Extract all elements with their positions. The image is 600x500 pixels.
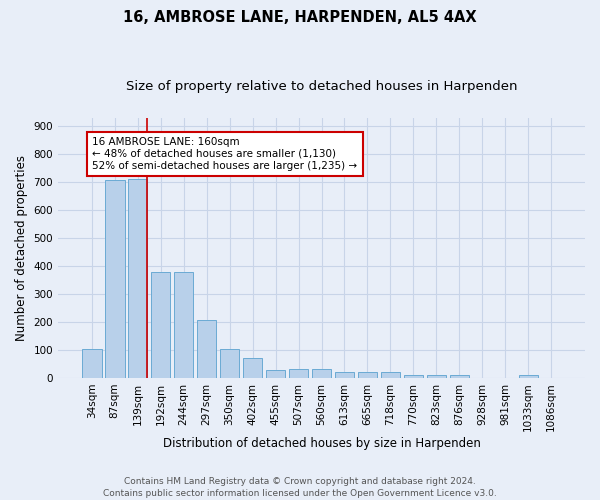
- Bar: [427, 375, 446, 378]
- Text: Contains HM Land Registry data © Crown copyright and database right 2024.
Contai: Contains HM Land Registry data © Crown c…: [103, 476, 497, 498]
- Bar: [312, 369, 331, 378]
- Bar: [128, 179, 148, 378]
- Bar: [404, 375, 423, 378]
- Bar: [266, 370, 286, 378]
- Bar: [518, 375, 538, 378]
- Text: 16 AMBROSE LANE: 160sqm
← 48% of detached houses are smaller (1,130)
52% of semi: 16 AMBROSE LANE: 160sqm ← 48% of detache…: [92, 138, 358, 170]
- Bar: [220, 350, 239, 378]
- Bar: [243, 358, 262, 378]
- X-axis label: Distribution of detached houses by size in Harpenden: Distribution of detached houses by size …: [163, 437, 481, 450]
- Bar: [174, 272, 193, 378]
- Bar: [358, 372, 377, 378]
- Bar: [335, 372, 354, 378]
- Bar: [105, 180, 125, 378]
- Title: Size of property relative to detached houses in Harpenden: Size of property relative to detached ho…: [126, 80, 517, 93]
- Bar: [380, 372, 400, 378]
- Bar: [289, 369, 308, 378]
- Bar: [151, 272, 170, 378]
- Text: 16, AMBROSE LANE, HARPENDEN, AL5 4AX: 16, AMBROSE LANE, HARPENDEN, AL5 4AX: [123, 10, 477, 25]
- Bar: [449, 375, 469, 378]
- Bar: [197, 320, 217, 378]
- Bar: [82, 350, 101, 378]
- Y-axis label: Number of detached properties: Number of detached properties: [15, 155, 28, 341]
